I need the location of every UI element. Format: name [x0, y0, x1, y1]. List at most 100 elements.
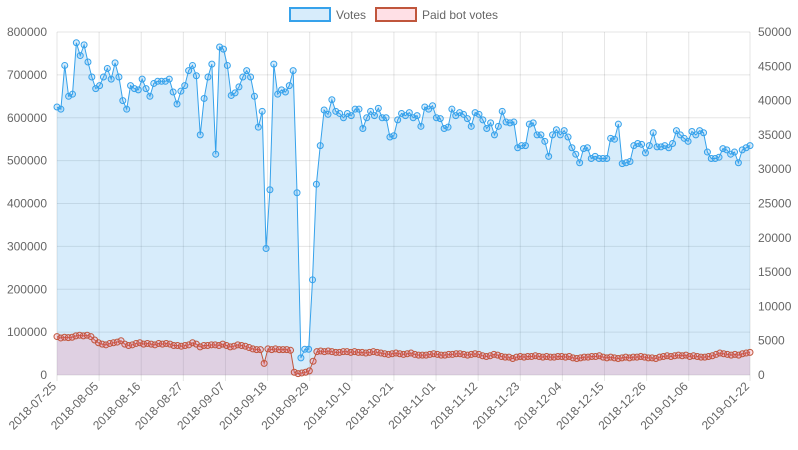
data-point [560, 127, 568, 135]
data-point [103, 64, 111, 72]
data-point [216, 43, 224, 51]
data-point [374, 104, 382, 112]
data-point [146, 92, 154, 100]
data-point [83, 331, 91, 339]
data-point [151, 341, 159, 349]
data-point [436, 115, 444, 123]
data-point [247, 73, 255, 81]
data-point [332, 107, 340, 115]
data-point [115, 73, 123, 81]
data-point [541, 137, 549, 145]
data-point [583, 144, 591, 152]
data-point [219, 340, 227, 348]
y-axis-left: 0 100000 200000 300000 400000 500000 600000 700… [7, 25, 47, 382]
y-right-tick-label: 50000 [758, 25, 792, 39]
data-point [200, 94, 208, 102]
data-point [665, 144, 673, 152]
data-point [150, 79, 158, 87]
data-point [486, 352, 494, 360]
data-point [107, 75, 115, 83]
data-point [475, 110, 483, 118]
data-point [672, 127, 680, 135]
data-point [123, 105, 131, 113]
data-point [471, 109, 479, 117]
data-point [386, 133, 394, 141]
data-point [746, 348, 754, 356]
data-point [641, 149, 649, 157]
data-point [731, 148, 739, 156]
data-point [669, 139, 677, 147]
y-left-tick-label: 400000 [7, 197, 47, 211]
data-point [305, 345, 313, 353]
data-point [256, 346, 264, 354]
data-point [549, 131, 557, 139]
data-point [215, 342, 223, 349]
data-point [521, 142, 529, 150]
data-point [742, 144, 750, 152]
data-point [222, 342, 230, 349]
data-point [421, 103, 429, 111]
data-point [576, 159, 584, 167]
data-point [564, 133, 572, 141]
data-point [367, 107, 375, 115]
data-point [324, 110, 332, 118]
data-point [173, 100, 181, 108]
data-point [181, 82, 189, 90]
data-point [68, 333, 76, 341]
data-point [134, 86, 142, 94]
data-point [262, 245, 270, 253]
data-point [355, 105, 363, 113]
data-point [429, 102, 437, 110]
data-point [417, 122, 425, 130]
data-point [684, 137, 692, 145]
series-area-votes [57, 42, 750, 375]
legend-swatch-votes [289, 7, 331, 22]
y-right-tick-label: 10000 [758, 299, 792, 313]
data-point [99, 73, 107, 81]
legend-item-votes[interactable]: Votes [289, 7, 366, 22]
data-point [65, 92, 73, 100]
data-point [336, 109, 344, 117]
y-right-tick-label: 20000 [758, 231, 792, 245]
legend-item-paid-bot-votes[interactable]: Paid bot votes [375, 7, 498, 22]
data-point [727, 150, 735, 158]
data-point [463, 115, 471, 123]
data-point [165, 75, 173, 83]
data-point [682, 351, 690, 359]
data-point [260, 359, 268, 367]
data-point [96, 82, 104, 90]
y-right-tick-label: 35000 [758, 128, 792, 142]
series-area-paid-bot-votes [57, 335, 750, 375]
legend-swatch-paid-bot-votes [375, 7, 417, 22]
data-point [746, 142, 754, 150]
data-point [343, 109, 351, 117]
data-point [192, 72, 200, 80]
y-left-tick-label: 0 [40, 368, 47, 382]
chart-legend: Votes Paid bot votes [289, 7, 498, 22]
y-left-tick-label: 700000 [7, 68, 47, 82]
data-point [130, 85, 138, 93]
x-axis: 2018-07-252018-08-052018-08-162018-08-27… [6, 379, 753, 433]
data-point [622, 159, 630, 167]
data-point [254, 123, 262, 131]
data-point [712, 350, 720, 358]
data-point [626, 157, 634, 165]
data-point [235, 83, 243, 91]
y-left-tick-label: 100000 [7, 325, 47, 339]
data-point [128, 341, 136, 349]
data-point [525, 120, 533, 128]
data-point [363, 114, 371, 122]
data-point [250, 92, 258, 100]
data-point [169, 88, 177, 96]
y-right-tick-label: 30000 [758, 162, 792, 176]
data-point [258, 107, 266, 115]
data-point [487, 119, 495, 127]
data-point [293, 189, 301, 197]
data-point [390, 132, 398, 140]
data-point [320, 106, 328, 114]
data-point [587, 154, 595, 162]
data-point [243, 67, 251, 75]
data-point [614, 120, 622, 128]
legend-label-votes: Votes [336, 8, 366, 22]
data-point [394, 116, 402, 124]
